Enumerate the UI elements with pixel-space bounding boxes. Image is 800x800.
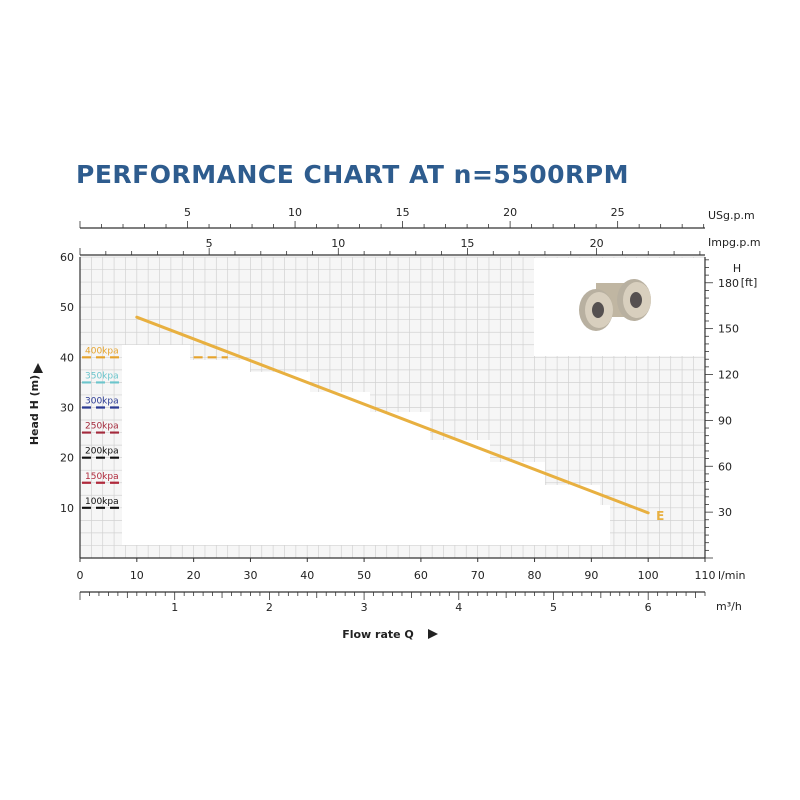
- m3h-tick-label: 6: [645, 601, 652, 614]
- pressure-level-label: 300kpa: [85, 397, 119, 407]
- x-tick-label: 30: [243, 569, 257, 582]
- x-tick-label: 80: [528, 569, 542, 582]
- y-tick-label: 50: [60, 301, 74, 314]
- y-tick-label: 60: [60, 251, 74, 264]
- pressure-level-label: 200kpa: [85, 447, 119, 457]
- usgpm-unit-label: USg.p.m: [708, 209, 755, 222]
- ft-tick-label: 120: [718, 369, 739, 382]
- usgpm-tick-label: 5: [184, 206, 191, 219]
- ft-unit-ft: [ft]: [741, 276, 758, 289]
- x-tick-label: 100: [638, 569, 659, 582]
- pressure-level-label: 150kpa: [85, 472, 119, 482]
- x-tick-label: 0: [77, 569, 84, 582]
- pressure-level-label: 100kpa: [85, 497, 119, 507]
- m3h-tick-label: 1: [171, 601, 178, 614]
- m3h-tick-label: 4: [455, 601, 462, 614]
- series-line: [135, 315, 650, 515]
- x-tick-label: 40: [300, 569, 314, 582]
- y-tick-label: 40: [60, 351, 74, 364]
- chart-title: PERFORMANCE CHART AT n=5500RPM: [76, 160, 629, 189]
- impgpm-tick-label: 10: [331, 237, 345, 250]
- ft-tick-label: 150: [718, 323, 739, 336]
- y-axis-label: Head H (m): [28, 375, 41, 445]
- pressure-level-label: 250kpa: [85, 422, 119, 432]
- m3h-unit-label: m³/h: [716, 600, 742, 613]
- pressure-levels: 400kpa 350kpa 300kpa 250kpa 200kpa 150kpa 100k…: [82, 346, 228, 509]
- x-tick-label: 20: [187, 569, 201, 582]
- pump-impeller-icon-right-hole: [630, 292, 642, 308]
- ft-tick-label: 90: [718, 414, 732, 427]
- y-axis-arrow-icon: [33, 363, 43, 373]
- impgpm-tick-label: 5: [206, 237, 213, 250]
- inset-whitespace: [122, 345, 610, 545]
- usgpm-tick-label: 15: [396, 206, 410, 219]
- y-tick-label: 20: [60, 452, 74, 465]
- x-tick-label: 50: [357, 569, 371, 582]
- x-axis-label: Flow rate Q: [342, 628, 414, 641]
- series-name-label: E: [656, 509, 664, 523]
- pump-image: [534, 258, 704, 356]
- impgpm-tick-label: 15: [460, 237, 474, 250]
- ft-tick-label: 180: [718, 277, 739, 290]
- y-tick-label: 30: [60, 402, 74, 415]
- x-tick-label: 110: [695, 569, 716, 582]
- impgpm-unit-label: Impg.p.m: [708, 236, 761, 249]
- impgpm-tick-label: 20: [590, 237, 604, 250]
- series: E: [135, 315, 664, 523]
- usgpm-tick-label: 25: [611, 206, 625, 219]
- pump-impeller-icon-left-hole: [592, 302, 604, 318]
- y-tick-label: 10: [60, 502, 74, 515]
- axes: [79, 221, 713, 600]
- x-tick-label: 70: [471, 569, 485, 582]
- pressure-level-label: 350kpa: [85, 371, 119, 381]
- x-unit-label: l/min: [718, 569, 746, 582]
- m3h-tick-label: 2: [266, 601, 273, 614]
- x-tick-label: 90: [584, 569, 598, 582]
- pressure-level-label: 400kpa: [85, 346, 119, 356]
- x-tick-label: 10: [130, 569, 144, 582]
- usgpm-tick-label: 10: [288, 206, 302, 219]
- ft-tick-label: 30: [718, 506, 732, 519]
- inset-area: [122, 345, 610, 545]
- x-axis-arrow-icon: [428, 629, 438, 639]
- ft-tick-label: 60: [718, 460, 732, 473]
- usgpm-tick-label: 20: [503, 206, 517, 219]
- ft-unit-h: H: [733, 262, 741, 275]
- m3h-tick-label: 5: [550, 601, 557, 614]
- x-tick-label: 60: [414, 569, 428, 582]
- m3h-tick-label: 3: [361, 601, 368, 614]
